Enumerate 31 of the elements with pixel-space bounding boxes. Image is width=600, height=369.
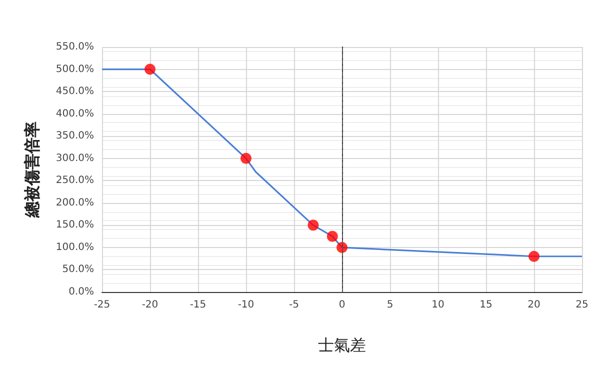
- y-tick-label: 150.0%: [56, 220, 94, 231]
- y-tick-label: 350.0%: [56, 130, 94, 142]
- point: [528, 250, 540, 262]
- y-axis-title: 總被傷害倍率: [22, 122, 42, 218]
- point: [326, 230, 338, 242]
- point: [336, 242, 348, 253]
- y-tick-label: 450.0%: [56, 86, 94, 98]
- x-tick-label: -10: [238, 300, 254, 310]
- y-tick-label: 50.0%: [62, 264, 94, 276]
- x-tick-label: 5: [386, 300, 394, 310]
- x-tick-label: 0: [338, 300, 346, 310]
- x-tick-label: 20: [528, 300, 540, 310]
- point: [240, 152, 252, 164]
- x-tick-label: 10: [432, 300, 444, 310]
- y-tick-label: 550.0%: [56, 42, 94, 52]
- x-tick-label: -5: [289, 300, 299, 310]
- y-tick-label: 300.0%: [56, 152, 94, 164]
- y-tick-label: 500.0%: [56, 64, 94, 75]
- x-tick-label: 15: [480, 300, 492, 310]
- y-tick-label: 200.0%: [56, 197, 94, 208]
- y-tick-label: 400.0%: [56, 108, 94, 120]
- point: [144, 64, 156, 75]
- y-tick-label: 100.0%: [56, 242, 94, 253]
- x-tick-label: -25: [94, 300, 110, 310]
- y-tick-label: 0.0%: [68, 286, 94, 298]
- x-tick-label: 25: [576, 300, 588, 310]
- x-axis-title: 士氣差: [318, 336, 366, 354]
- y-tick-label: 250.0%: [56, 175, 94, 186]
- x-tick-label: -15: [190, 300, 206, 310]
- x-tick-label: -20: [142, 300, 158, 310]
- point: [308, 220, 319, 231]
